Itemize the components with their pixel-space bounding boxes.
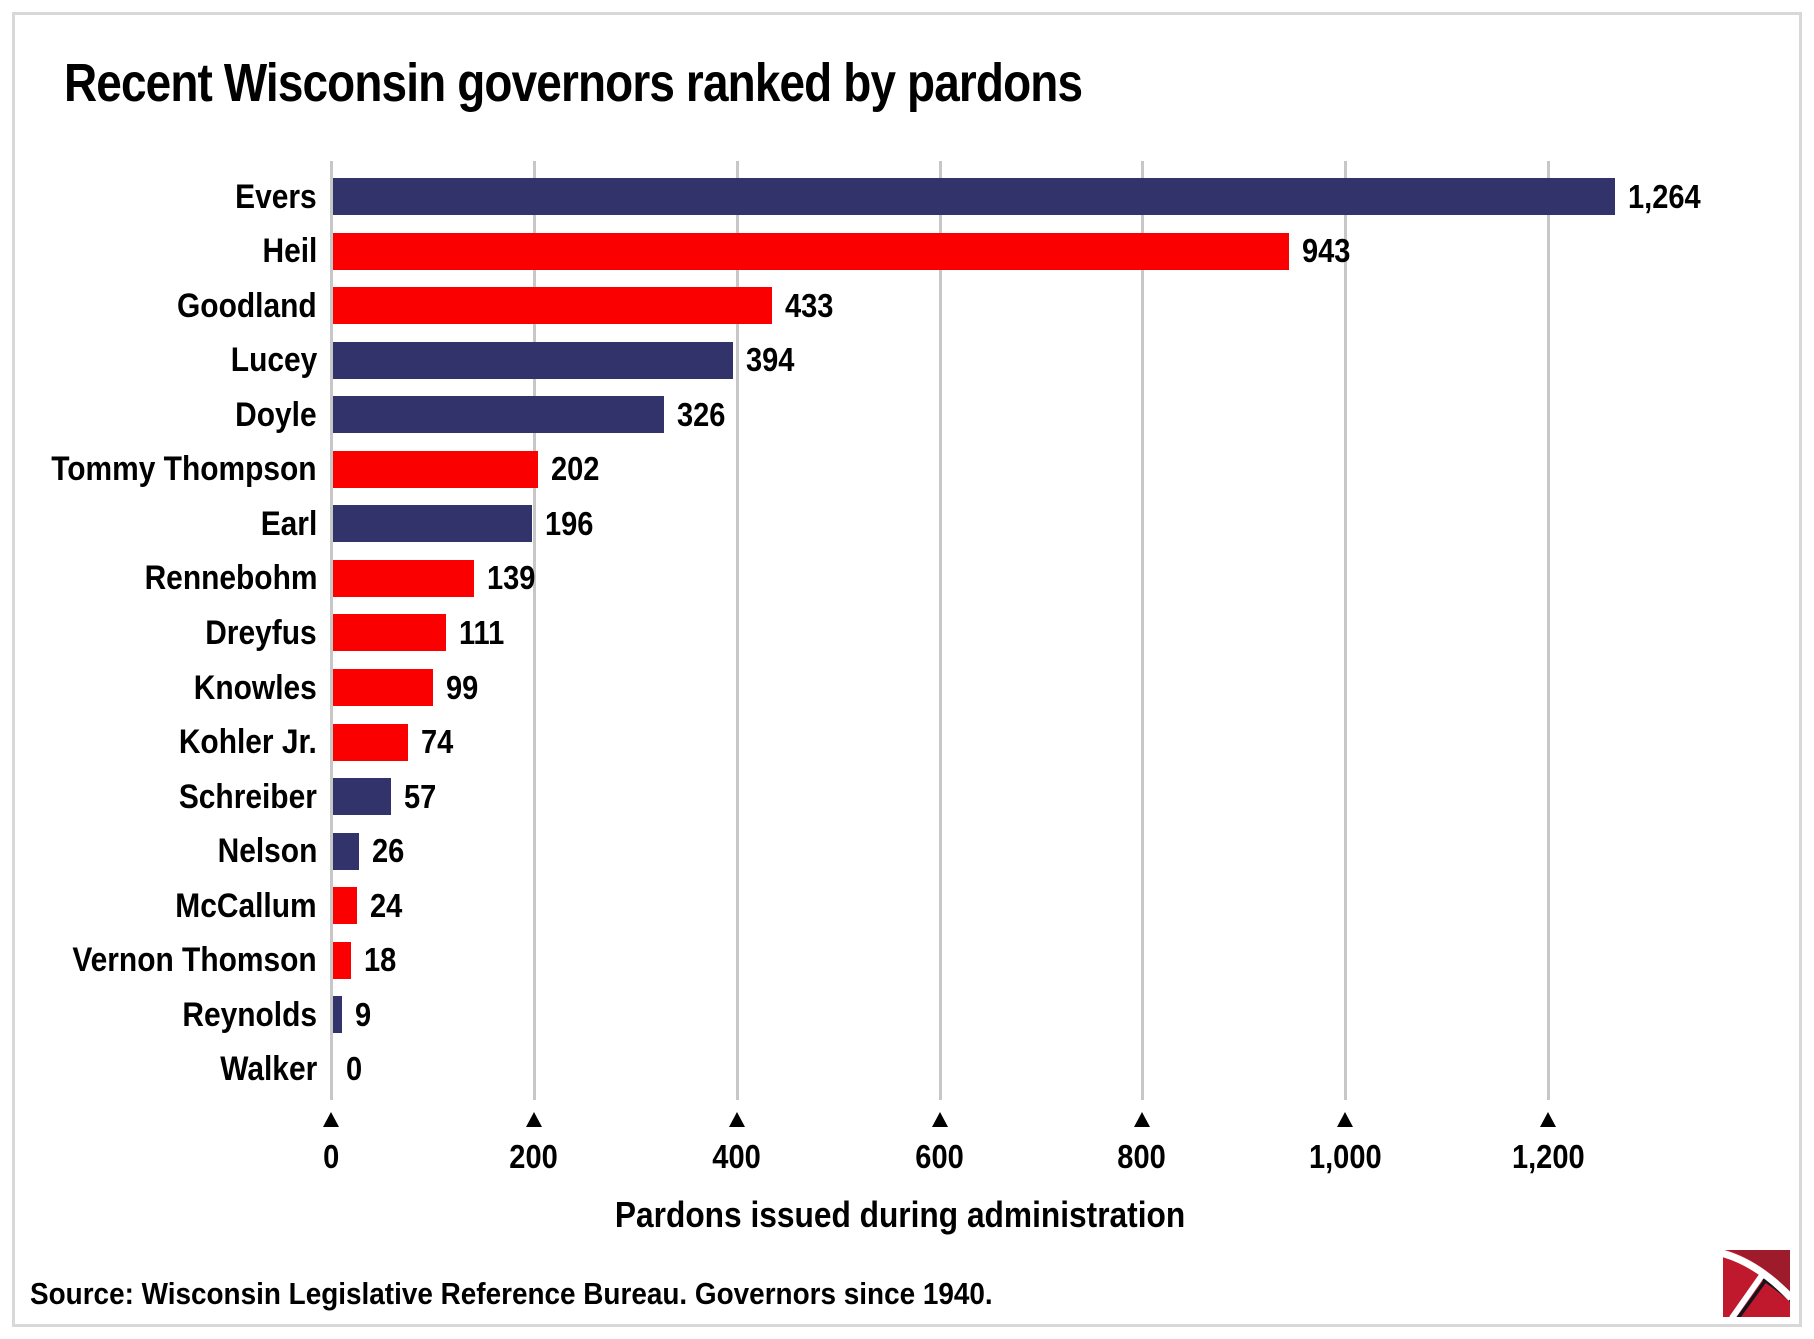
bar	[333, 451, 538, 488]
tick-triangle-icon	[1134, 1112, 1150, 1127]
x-axis-tick-label: 400	[712, 1138, 762, 1175]
tick-triangle-icon	[1337, 1112, 1353, 1127]
value-label: 196	[545, 505, 594, 542]
x-axis-tick-label: 1,000	[1308, 1138, 1382, 1175]
value-label: 0	[346, 1050, 363, 1087]
value-label: 943	[1302, 232, 1351, 269]
tick-triangle-icon	[323, 1112, 339, 1127]
x-axis-tick-label: 0	[322, 1138, 340, 1175]
value-label: 74	[421, 723, 454, 760]
gridline	[1547, 161, 1550, 1100]
tick-triangle-icon	[526, 1112, 542, 1127]
gridline	[939, 161, 942, 1100]
bar	[333, 287, 772, 324]
bar	[333, 996, 342, 1033]
bar	[333, 942, 351, 979]
category-label: McCallum	[175, 887, 317, 925]
bar	[333, 887, 357, 924]
gridline	[330, 161, 333, 1100]
x-axis-tick-label: 600	[915, 1138, 965, 1175]
value-label: 26	[372, 832, 405, 869]
category-label: Earl	[260, 505, 317, 543]
x-axis-tick-label: 800	[1117, 1138, 1167, 1175]
x-axis-tick-label: 200	[509, 1138, 559, 1175]
source-note: Source: Wisconsin Legislative Reference …	[30, 1276, 993, 1311]
value-label: 1,264	[1628, 178, 1701, 215]
category-label: Doyle	[235, 396, 317, 434]
category-label: Lucey	[230, 341, 317, 379]
x-axis-title: Pardons issued during administration	[614, 1194, 1186, 1235]
category-label: Kohler Jr.	[178, 723, 317, 761]
value-label: 394	[746, 341, 795, 378]
category-label: Reynolds	[182, 996, 317, 1034]
journal-sentinel-pickaxe-logo-icon	[1723, 1250, 1790, 1317]
category-label: Evers	[235, 178, 317, 216]
gridline	[533, 161, 536, 1100]
category-label: Rennebohm	[144, 559, 317, 597]
bar	[333, 342, 733, 379]
bar	[333, 233, 1289, 270]
bar	[333, 505, 532, 542]
category-label: Walker	[219, 1050, 317, 1088]
category-label: Knowles	[193, 669, 317, 707]
category-label: Nelson	[217, 832, 317, 870]
value-label: 24	[370, 887, 403, 924]
bar	[333, 396, 664, 433]
tick-triangle-icon	[729, 1112, 745, 1127]
bar	[333, 560, 474, 597]
bar	[333, 178, 1615, 215]
value-label: 326	[677, 396, 726, 433]
category-label: Goodland	[177, 287, 317, 325]
tick-triangle-icon	[1540, 1112, 1556, 1127]
value-label: 202	[551, 450, 600, 487]
bar	[333, 669, 433, 706]
value-label: 99	[446, 669, 479, 706]
gridline	[1344, 161, 1347, 1100]
category-label: Heil	[262, 232, 317, 270]
value-label: 433	[785, 287, 834, 324]
value-label: 18	[364, 941, 397, 978]
bar	[333, 724, 408, 761]
category-label: Schreiber	[178, 778, 317, 816]
tick-triangle-icon	[932, 1112, 948, 1127]
bar	[333, 614, 446, 651]
value-label: 57	[404, 778, 437, 815]
category-label: Tommy Thompson	[51, 450, 317, 488]
category-label: Dreyfus	[205, 614, 317, 652]
x-axis-tick-label: 1,200	[1511, 1138, 1585, 1175]
value-label: 9	[355, 996, 372, 1033]
gridline	[1141, 161, 1144, 1100]
bar	[333, 833, 359, 870]
value-label: 139	[487, 559, 536, 596]
value-label: 111	[459, 614, 505, 651]
chart-title: Recent Wisconsin governors ranked by par…	[64, 53, 1083, 113]
gridline	[736, 161, 739, 1100]
category-label: Vernon Thomson	[72, 941, 317, 979]
bar	[333, 778, 391, 815]
